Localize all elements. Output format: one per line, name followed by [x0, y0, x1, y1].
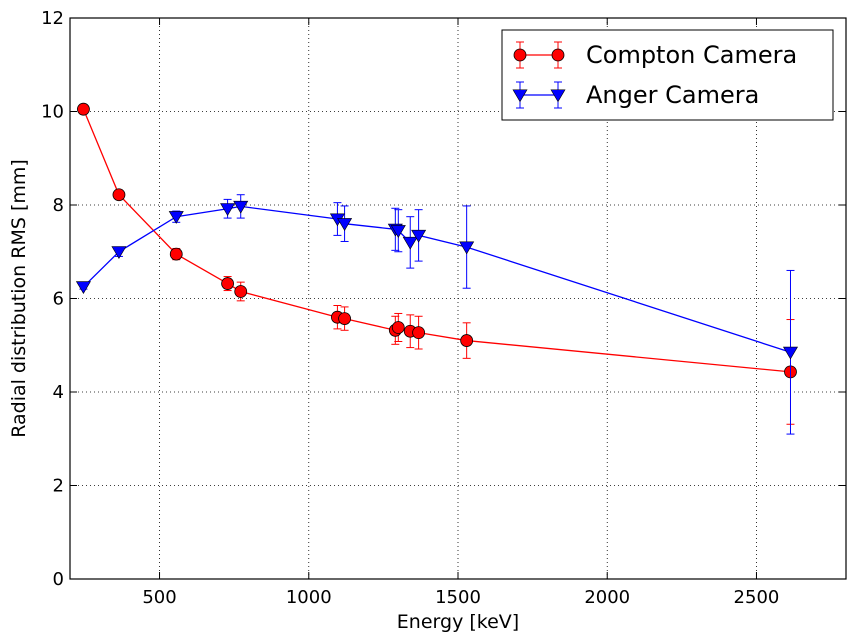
- compton-camera-point: [169, 247, 183, 261]
- legend-marker: [513, 48, 527, 62]
- anger-camera-point: [111, 246, 127, 259]
- series-1: [75, 194, 799, 435]
- legend-marker: [551, 48, 565, 62]
- compton-camera-point: [221, 277, 234, 290]
- legend-box: [501, 29, 834, 121]
- series-layer: [75, 102, 799, 435]
- anger-camera-point: [168, 211, 184, 224]
- compton-camera-line: [82, 108, 791, 373]
- grid-lines: [70, 18, 846, 579]
- legend-item-1: Anger Camera: [512, 81, 759, 109]
- compton-camera-point: [460, 334, 474, 347]
- anger-camera-point: [390, 225, 406, 238]
- anger-camera-point: [459, 241, 475, 255]
- anger-camera-line: [82, 205, 791, 353]
- compton-camera-point: [112, 188, 126, 202]
- compton-camera-point: [234, 285, 248, 298]
- x-axis-label: Energy [keV]: [397, 611, 519, 633]
- y-tick-label: 10: [41, 102, 64, 123]
- y-tick-label: 0: [53, 569, 64, 590]
- anger-camera-point: [220, 203, 236, 216]
- compton-camera-point: [338, 312, 351, 326]
- x-tick-label: 2000: [584, 587, 630, 608]
- y-tick-label: 12: [41, 8, 64, 29]
- legend-marker: [512, 89, 528, 103]
- x-tick-label: 1000: [286, 587, 332, 608]
- y-tick-label: 6: [53, 289, 64, 310]
- compton-camera-point: [412, 326, 426, 340]
- x-tick-label: 2500: [734, 587, 780, 608]
- x-tick-label: 500: [142, 587, 176, 608]
- anger-camera-point: [233, 200, 249, 214]
- anger-camera-point: [402, 236, 418, 250]
- y-axis-label: Radial distribution RMS [mm]: [8, 159, 30, 438]
- x-tick-label: 1500: [435, 587, 481, 608]
- series-0: [77, 102, 797, 425]
- legend-label: Compton Camera: [586, 41, 797, 69]
- y-tick-label: 2: [53, 476, 64, 497]
- anger-camera-point: [337, 218, 353, 231]
- legend-label: Anger Camera: [586, 81, 759, 109]
- anger-camera-point: [75, 281, 91, 295]
- compton-camera-point: [77, 102, 90, 116]
- legend-marker: [550, 89, 566, 103]
- axis-ticks: 500 1000 1500 2000 2500 0 2 4 6 8 10 12: [41, 8, 846, 608]
- y-tick-label: 8: [53, 195, 64, 216]
- legend: Compton Camera Anger Camera: [501, 29, 834, 121]
- compton-camera-point: [391, 321, 405, 334]
- legend-item-0: Compton Camera: [513, 41, 797, 69]
- y-tick-label: 4: [53, 382, 64, 403]
- anger-camera-point: [411, 229, 427, 243]
- anger-camera-point: [782, 346, 799, 360]
